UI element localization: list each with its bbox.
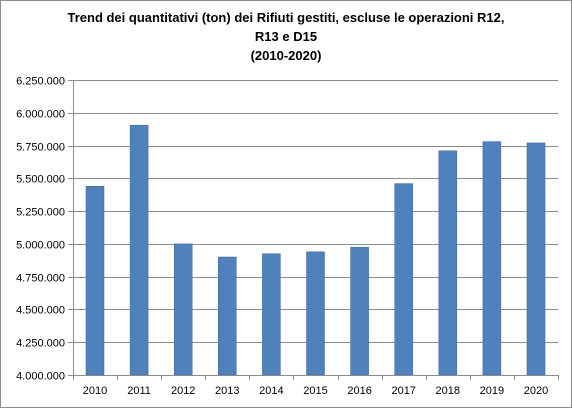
bar-2020: [526, 142, 546, 376]
y-tick-label-1: 4.250.000: [16, 338, 65, 350]
y-tick-label-3: 4.750.000: [16, 273, 65, 285]
x-tick-labels: 2010 2011 2012 2013 2014 2015 2016 2017 2018 2019…: [83, 385, 548, 397]
bar-2016: [350, 246, 369, 376]
y-tick-label-6: 5.500.000: [16, 174, 65, 186]
bar-2017: [394, 183, 413, 376]
bar-2014: [262, 253, 281, 376]
x-tick-label-2014: 2014: [259, 385, 283, 397]
x-tick-label-2020: 2020: [524, 385, 548, 397]
bar-2015: [306, 251, 325, 376]
x-tick-label-2019: 2019: [480, 385, 504, 397]
x-tick-label-2011: 2011: [127, 385, 151, 397]
y-tick-label-4: 5.000.000: [16, 240, 65, 252]
bar-2013: [218, 256, 237, 376]
x-tick-label-2010: 2010: [83, 385, 107, 397]
x-tick-label-2015: 2015: [303, 385, 327, 397]
axes: [73, 80, 558, 376]
y-tick-labels: 4.000.000 4.250.000 4.500.000 4.750.000 5.00…: [16, 76, 65, 383]
x-tick-label-2013: 2013: [215, 385, 239, 397]
bar-2019: [482, 141, 502, 376]
x-tick-label-2012: 2012: [171, 385, 195, 397]
chart-title-line-1: Trend dei quantitativi (ton) dei Rifiuti…: [67, 10, 504, 25]
x-tick-label-2017: 2017: [391, 385, 415, 397]
y-tick-label-0: 4.000.000: [16, 371, 65, 383]
y-tick-label-9: 6.250.000: [16, 76, 65, 88]
bar-2010: [85, 185, 105, 376]
x-tick-label-2016: 2016: [347, 385, 371, 397]
chart-title: Trend dei quantitativi (ton) dei Rifiuti…: [67, 10, 504, 63]
chart-title-line-2: R13 e D15: [255, 29, 317, 44]
bar-2012: [173, 243, 193, 376]
y-tick-label-5: 5.250.000: [16, 207, 65, 219]
bar-2011: [129, 124, 149, 376]
bars: [85, 124, 546, 376]
bar-2018: [438, 150, 458, 376]
y-tick-label-8: 6.000.000: [16, 109, 65, 121]
gridlines: [68, 80, 559, 380]
chart-title-line-3: (2010-2020): [251, 48, 322, 63]
y-tick-label-2: 4.500.000: [16, 305, 65, 317]
y-tick-label-7: 5.750.000: [16, 142, 65, 154]
x-tick-label-2018: 2018: [436, 385, 460, 397]
